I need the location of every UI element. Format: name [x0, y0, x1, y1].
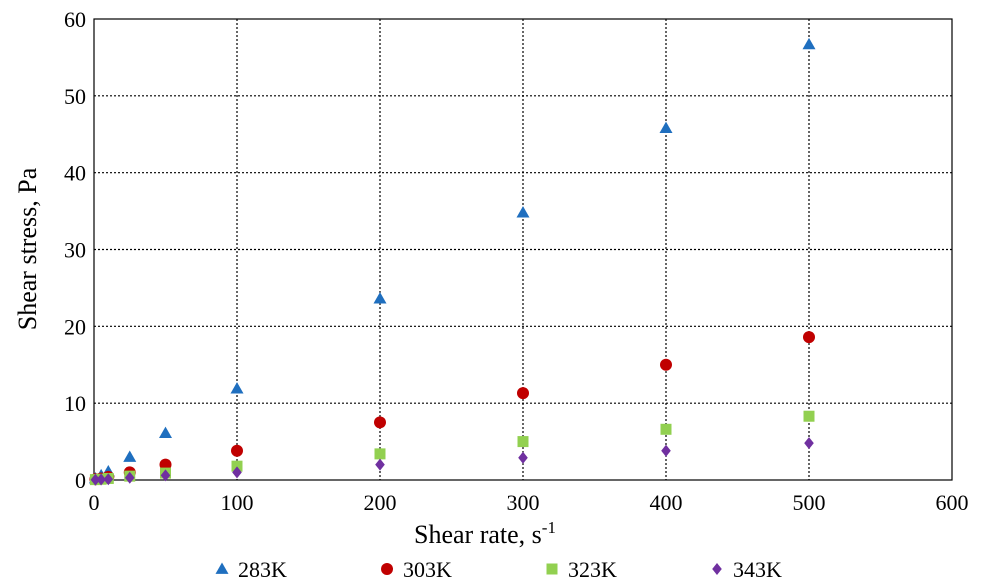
legend-marker: [712, 563, 722, 575]
legend: 283K 303K 323K 343K: [215, 557, 782, 582]
legend-label: 303K: [403, 557, 452, 582]
data-point: [375, 458, 385, 471]
legend-item: 283K: [215, 557, 287, 582]
y-tick-label: 50: [64, 84, 86, 109]
x-axis-title: Shear rate, s-1: [414, 518, 556, 549]
marker-layer: [88, 37, 816, 486]
data-point: [232, 466, 242, 479]
legend-label: 283K: [238, 557, 287, 582]
data-point: [659, 121, 673, 133]
x-tick-label: 400: [650, 490, 683, 515]
data-point: [374, 448, 386, 460]
legend-marker: [381, 563, 393, 575]
legend-marker: [215, 562, 229, 574]
legend-item: 303K: [381, 557, 452, 582]
tick-layer: 0 100 200 300 400 500 600 0 10 20 30 40 50 60: [64, 7, 969, 515]
data-point: [374, 416, 386, 429]
data-point: [802, 37, 816, 50]
data-point: [373, 292, 387, 304]
data-point: [103, 473, 114, 486]
series-0: [88, 37, 816, 484]
x-tick-label: 0: [89, 490, 100, 515]
x-axis-title-main: Shear rate, s: [414, 520, 542, 549]
x-tick-label: 600: [936, 490, 969, 515]
data-point: [96, 473, 106, 486]
y-tick-label: 40: [64, 161, 86, 186]
grid-layer: [94, 19, 952, 480]
legend-label: 323K: [568, 557, 617, 582]
data-point: [124, 471, 135, 484]
y-tick-label: 60: [64, 7, 86, 32]
data-point: [804, 437, 814, 450]
legend-label: 343K: [733, 557, 782, 582]
data-point: [517, 436, 529, 448]
plot-frame: [93, 18, 953, 481]
data-point: [231, 460, 243, 472]
y-axis-title: Shear stress, Pa: [13, 167, 42, 330]
data-point: [123, 450, 137, 462]
x-tick-label: 300: [507, 490, 540, 515]
data-point: [803, 331, 815, 344]
series-2: [89, 410, 815, 486]
data-point: [159, 426, 172, 439]
legend-item: 343K: [712, 557, 782, 582]
data-point: [517, 387, 529, 400]
data-point: [518, 451, 528, 464]
y-tick-label: 0: [75, 468, 86, 493]
x-axis-title-superscript: -1: [542, 518, 556, 537]
x-tick-label: 100: [221, 490, 254, 515]
series-3: [90, 437, 814, 486]
data-point: [90, 473, 101, 486]
legend-item: 323K: [546, 557, 617, 582]
data-point: [803, 410, 815, 422]
x-tick-label: 500: [793, 490, 826, 515]
y-tick-label: 20: [64, 314, 86, 339]
data-point: [516, 206, 530, 218]
data-point: [660, 423, 672, 435]
series-1: [89, 331, 815, 486]
data-point: [160, 469, 171, 482]
legend-marker: [546, 563, 558, 575]
y-tick-label: 30: [64, 238, 86, 263]
data-point: [660, 358, 672, 371]
data-point: [230, 382, 244, 394]
y-tick-label: 10: [64, 391, 86, 416]
data-point: [231, 444, 243, 457]
x-tick-label: 200: [364, 490, 397, 515]
data-point: [661, 444, 671, 457]
